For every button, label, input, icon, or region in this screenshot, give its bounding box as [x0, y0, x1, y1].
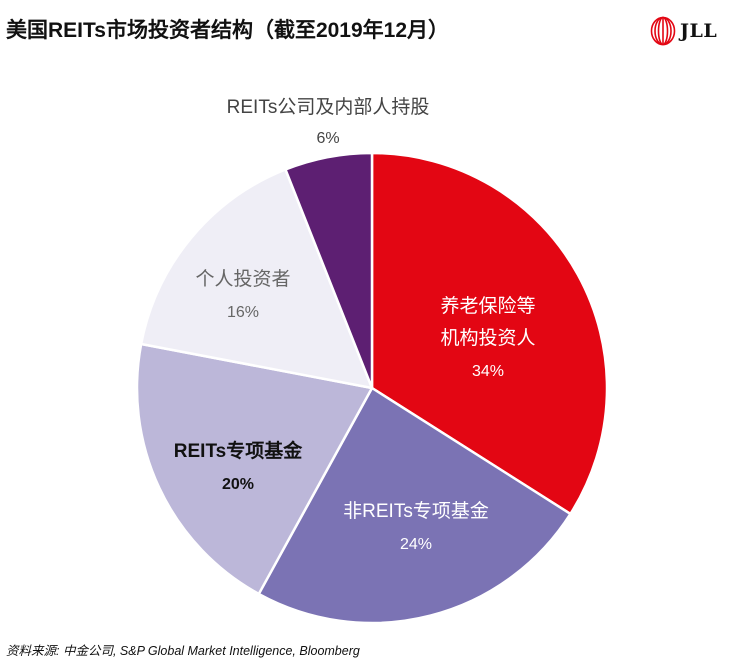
slice-2-label: 非REITs专项基金 — [343, 500, 489, 522]
pie-slice-4 — [139, 168, 374, 390]
slice-1-value-label: 34% — [472, 363, 504, 380]
slice-4-label: 个人投资者 — [195, 268, 290, 290]
jll-logo: JLL — [650, 16, 717, 46]
source-note: 资料来源: 中金公司, S&P Global Market Intelligen… — [6, 644, 360, 658]
pie-slice-5 — [284, 151, 374, 390]
slice-3-value-label: 20% — [222, 476, 254, 493]
pie-slice-3 — [135, 342, 374, 596]
slice-2-value-label: 24% — [400, 536, 432, 553]
slice-4-value-label: 16% — [227, 304, 259, 321]
slice-5-value-label: 6% — [316, 130, 339, 147]
slice-3-label: REITs专项基金 — [174, 439, 303, 462]
slice-5-label: REITs公司及内部人持股 — [227, 96, 430, 118]
jll-logo-icon — [650, 16, 676, 46]
pie-slice-2 — [257, 386, 572, 625]
pie-slice-1 — [370, 151, 609, 516]
slice-1-label: 养老保险等 — [440, 295, 535, 317]
slice-1-label: 机构投资人 — [440, 327, 535, 349]
jll-logo-text: JLL — [680, 20, 718, 42]
chart-title: 美国REITs市场投资者结构（截至2019年12月） — [6, 19, 450, 42]
